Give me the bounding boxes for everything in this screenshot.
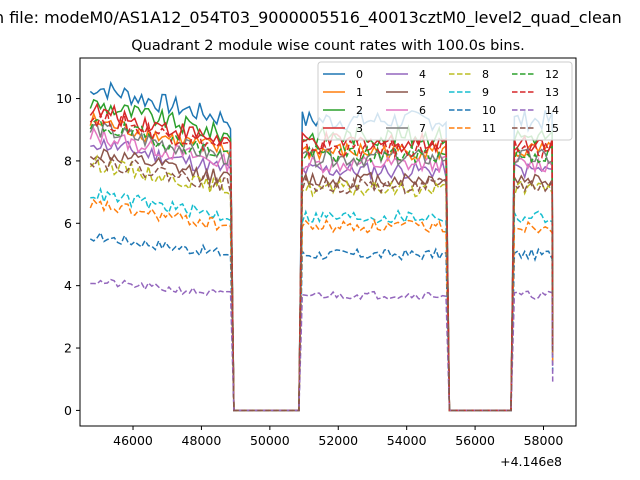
- legend-label-6: 6: [419, 104, 426, 117]
- series-line-7: [89, 120, 554, 412]
- x-tick-label: 52000: [318, 433, 358, 448]
- legend-label-7: 7: [419, 122, 426, 135]
- series-line-10: [89, 231, 554, 412]
- legend-label-2: 2: [356, 104, 363, 117]
- series-line-5: [89, 148, 554, 412]
- series-line-12: [89, 118, 554, 412]
- series-line-14: [90, 278, 554, 412]
- legend-label-5: 5: [419, 86, 426, 99]
- legend-label-1: 1: [356, 86, 363, 99]
- legend-label-0: 0: [356, 68, 363, 81]
- x-tick-label: 56000: [455, 433, 495, 448]
- legend-label-11: 11: [482, 122, 496, 135]
- legend-label-13: 13: [545, 86, 559, 99]
- series-line-6: [89, 126, 554, 412]
- y-tick-label: 2: [64, 341, 72, 356]
- series-line-11: [89, 198, 554, 412]
- legend-label-3: 3: [356, 122, 363, 135]
- y-tick-label: 0: [64, 403, 72, 418]
- x-tick-label: 46000: [113, 433, 153, 448]
- series-line-8: [89, 154, 554, 412]
- x-axis-ticks: 46000 48000 50000 52000 54000 56000 58000: [113, 426, 563, 448]
- legend-label-15: 15: [545, 122, 559, 135]
- x-tick-label: 50000: [250, 433, 290, 448]
- y-tick-label: 4: [64, 278, 72, 293]
- chart-title: Quadrant 2 module wise count rates with …: [131, 38, 525, 54]
- legend-label-12: 12: [545, 68, 559, 81]
- legend-frame: [317, 61, 573, 141]
- y-tick-label: 10: [56, 91, 72, 106]
- legend-label-10: 10: [482, 104, 496, 117]
- legend-label-9: 9: [482, 86, 489, 99]
- series-line-13: [89, 109, 554, 412]
- legend-label-4: 4: [419, 68, 426, 81]
- x-tick-label: 54000: [387, 433, 427, 448]
- x-tick-label: 48000: [182, 433, 222, 448]
- figure-suptitle: n file: modeM0/AS1A12_054T03_9000005516_…: [0, 8, 622, 28]
- y-axis-ticks: 0 2 4 6 8 10: [56, 91, 80, 418]
- series-line-15: [89, 156, 554, 412]
- y-tick-label: 6: [64, 216, 72, 231]
- axes-frame: [79, 57, 577, 427]
- legend-label-14: 14: [545, 104, 559, 117]
- y-tick-label: 8: [64, 153, 72, 168]
- legend-label-8: 8: [482, 68, 489, 81]
- x-tick-label: 58000: [524, 433, 564, 448]
- series-line-9: [90, 186, 554, 412]
- x-offset-label: +4.146e8: [500, 454, 562, 469]
